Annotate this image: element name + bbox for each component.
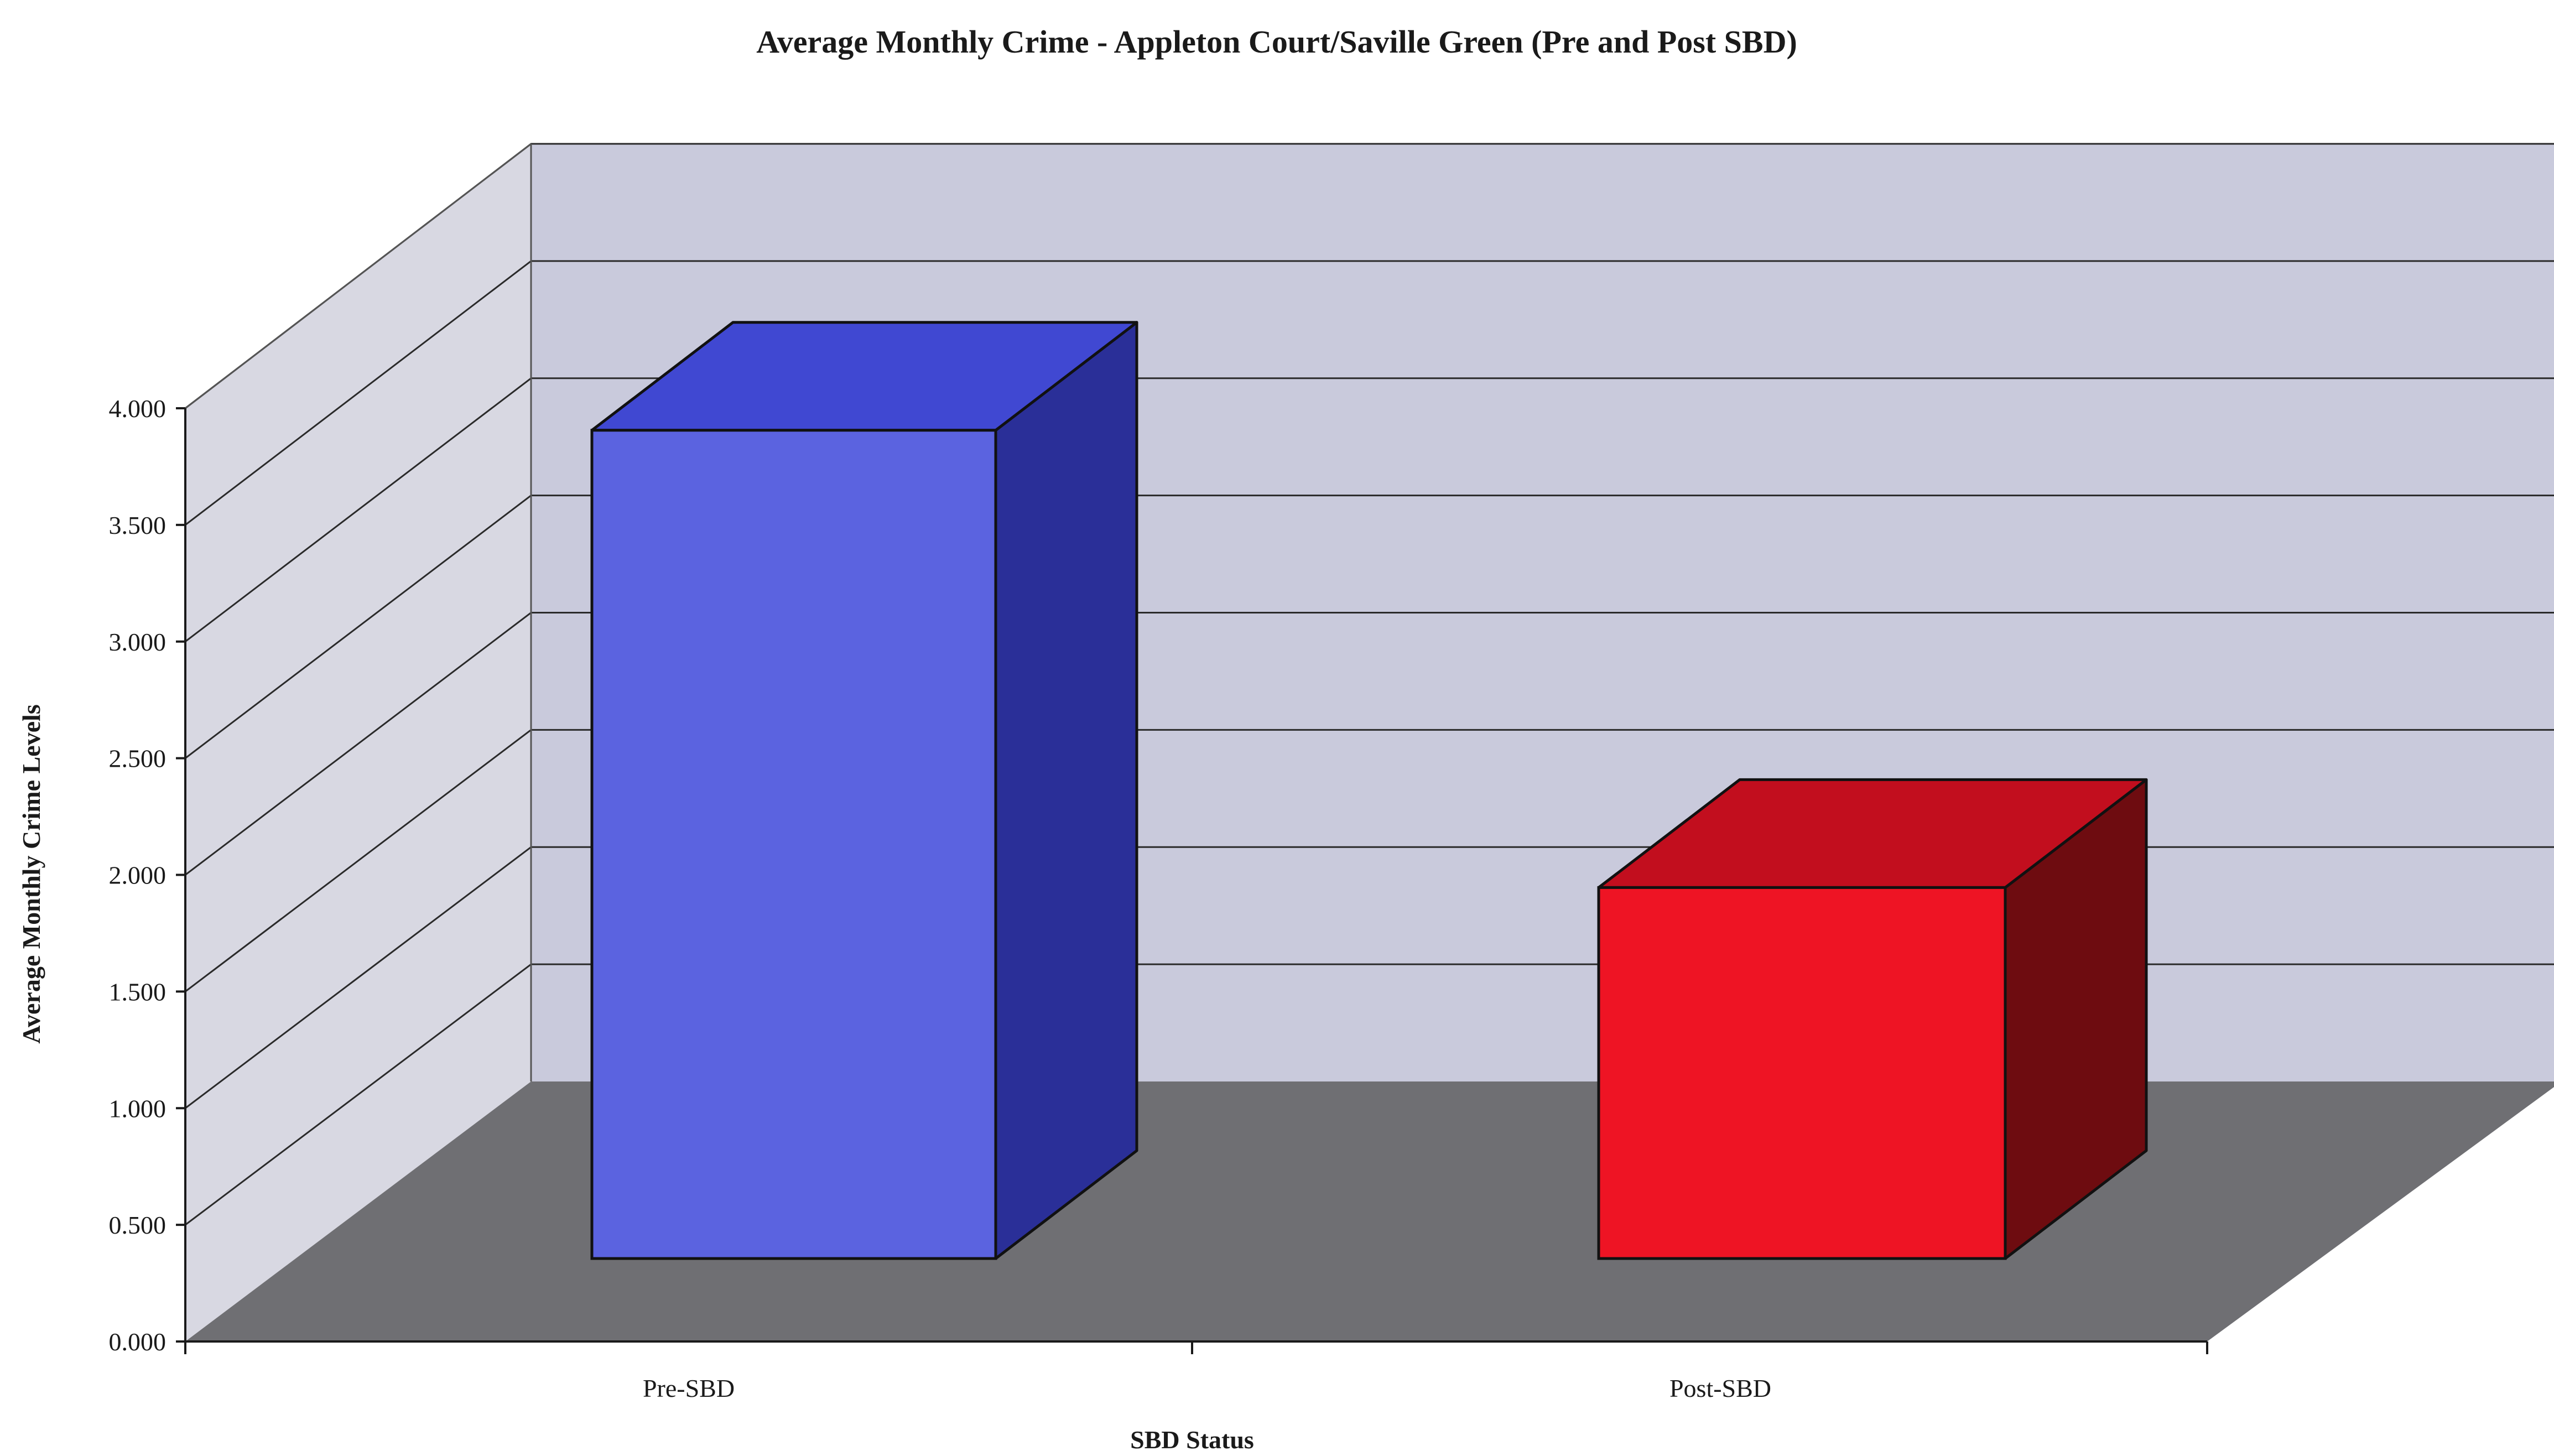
bar-series bbox=[590, 321, 2148, 1260]
y-tick-label: 3.500 bbox=[109, 511, 167, 539]
bar-front bbox=[1597, 886, 2007, 1260]
x-tick-label: Pre-SBD bbox=[643, 1374, 735, 1402]
y-tick-label: 0.500 bbox=[109, 1211, 167, 1239]
x-axis: Pre-SBD Post-SBD bbox=[184, 1340, 2208, 1402]
chart-title: Average Monthly Crime - Appleton Court/S… bbox=[756, 24, 1797, 60]
plot-area bbox=[185, 143, 2554, 1341]
x-axis-label: SBD Status bbox=[1130, 1426, 1254, 1454]
y-tick-label: 3.000 bbox=[109, 628, 167, 656]
bar-front bbox=[590, 429, 997, 1260]
x-tick-labels: Pre-SBD Post-SBD bbox=[184, 1341, 2208, 1402]
y-tick-label: 0.000 bbox=[109, 1328, 167, 1356]
y-tick-labels: 0.000 0.500 1.000 1.500 2.000 2.500 3.000 3.500… bbox=[109, 394, 185, 1356]
y-axis-label: Average Monthly Crime Levels bbox=[17, 704, 45, 1044]
bar-side bbox=[994, 321, 1138, 1260]
y-tick-label: 4.000 bbox=[109, 394, 167, 423]
x-tick-label: Post-SBD bbox=[1669, 1374, 1771, 1402]
side-wall-edge bbox=[185, 143, 532, 409]
y-axis: 0.000 0.500 1.000 1.500 2.000 2.500 3.000 3.500… bbox=[109, 394, 186, 1356]
bar bbox=[1597, 778, 2148, 1260]
y-tick-label: 1.000 bbox=[109, 1094, 167, 1122]
chart-floor bbox=[185, 1081, 2554, 1341]
y-tick-label: 1.500 bbox=[109, 977, 167, 1006]
bar bbox=[590, 321, 1138, 1260]
y-tick-label: 2.000 bbox=[109, 861, 167, 890]
y-tick-label: 2.500 bbox=[109, 745, 167, 773]
